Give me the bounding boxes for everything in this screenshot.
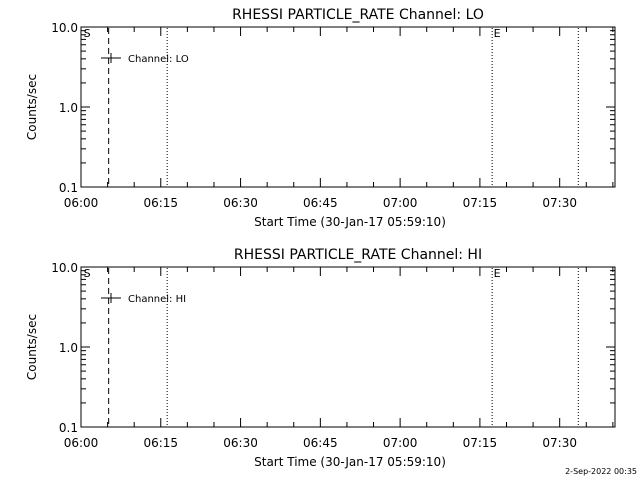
x-tick-label: 07:00 bbox=[383, 436, 418, 450]
x-tick-label: 07:15 bbox=[463, 436, 498, 450]
x-tick-label: 06:00 bbox=[64, 436, 99, 450]
x-tick-label: 07:00 bbox=[383, 196, 418, 210]
y-tick-label: 10.0 bbox=[51, 21, 78, 35]
x-tick-label: 06:45 bbox=[303, 196, 338, 210]
chart-hi-channel: RHESSI PARTICLE_RATE Channel: HI Counts/s… bbox=[25, 247, 616, 469]
y-tick-label: 0.1 bbox=[59, 421, 78, 435]
x-tick-label: 06:30 bbox=[223, 436, 258, 450]
x-tick-label: 07:15 bbox=[463, 196, 498, 210]
x-tick-label: 06:15 bbox=[143, 196, 178, 210]
chart-title: RHESSI PARTICLE_RATE Channel: HI bbox=[234, 247, 482, 263]
marker-e: E bbox=[494, 267, 501, 280]
y-axis-label: Counts/sec bbox=[25, 314, 39, 380]
legend-label: Channel: LO bbox=[128, 54, 189, 65]
x-tick-label: 07:30 bbox=[542, 436, 577, 450]
legend-label: Channel: HI bbox=[128, 294, 186, 305]
plot-frame bbox=[80, 266, 616, 428]
x-tick-label: 07:30 bbox=[542, 196, 577, 210]
plot-frame bbox=[80, 26, 616, 188]
chart-title: RHESSI PARTICLE_RATE Channel: LO bbox=[232, 7, 484, 23]
marker-s: S bbox=[84, 27, 91, 40]
y-tick-label: 1.0 bbox=[59, 101, 78, 115]
y-axis-label: Counts/sec bbox=[25, 74, 39, 140]
x-tick-label: 06:30 bbox=[223, 196, 258, 210]
y-tick-label: 0.1 bbox=[59, 181, 78, 195]
x-tick-label: 06:15 bbox=[143, 436, 178, 450]
x-axis-label: Start Time (30-Jan-17 05:59:10) bbox=[254, 215, 446, 229]
marker-e: E bbox=[494, 27, 501, 40]
y-tick-label: 10.0 bbox=[51, 261, 78, 275]
x-axis-label: Start Time (30-Jan-17 05:59:10) bbox=[254, 455, 446, 469]
footer-timestamp: 2-Sep-2022 00:35 bbox=[565, 467, 637, 476]
marker-s: S bbox=[84, 267, 91, 280]
x-tick-label: 06:00 bbox=[64, 196, 99, 210]
y-tick-label: 1.0 bbox=[59, 341, 78, 355]
chart-lo-channel: RHESSI PARTICLE_RATE Channel: LO Counts/s… bbox=[25, 7, 616, 229]
x-tick-label: 06:45 bbox=[303, 436, 338, 450]
